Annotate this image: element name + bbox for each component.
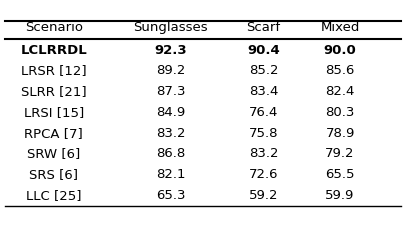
Text: 85.2: 85.2 <box>248 64 277 77</box>
Text: 59.9: 59.9 <box>324 188 354 201</box>
Text: Mixed: Mixed <box>320 21 359 34</box>
Text: LLC [25]: LLC [25] <box>26 188 81 201</box>
Text: 59.2: 59.2 <box>248 188 277 201</box>
Text: 65.5: 65.5 <box>324 167 354 180</box>
Text: 92.3: 92.3 <box>154 44 187 57</box>
Text: 79.2: 79.2 <box>324 147 354 160</box>
Text: 89.2: 89.2 <box>156 64 185 77</box>
Text: Scarf: Scarf <box>246 21 280 34</box>
Text: SRS [6]: SRS [6] <box>29 167 78 180</box>
Text: 84.9: 84.9 <box>156 105 185 118</box>
Text: RPCA [7]: RPCA [7] <box>24 126 83 139</box>
Text: 90.4: 90.4 <box>247 44 279 57</box>
Text: 83.2: 83.2 <box>156 126 185 139</box>
Text: SLRR [21]: SLRR [21] <box>21 85 86 98</box>
Text: 65.3: 65.3 <box>156 188 185 201</box>
Text: LRSR [12]: LRSR [12] <box>21 64 86 77</box>
Text: 80.3: 80.3 <box>324 105 354 118</box>
Text: 72.6: 72.6 <box>248 167 277 180</box>
Text: 83.2: 83.2 <box>248 147 277 160</box>
Text: 82.1: 82.1 <box>156 167 185 180</box>
Text: SRW [6]: SRW [6] <box>27 147 80 160</box>
Text: LRSI [15]: LRSI [15] <box>23 105 84 118</box>
Text: Scenario: Scenario <box>25 21 83 34</box>
Text: 78.9: 78.9 <box>324 126 354 139</box>
Text: 87.3: 87.3 <box>156 85 185 98</box>
Text: LCLRRDL: LCLRRDL <box>20 44 87 57</box>
Text: 82.4: 82.4 <box>324 85 354 98</box>
Text: 85.6: 85.6 <box>324 64 354 77</box>
Text: 75.8: 75.8 <box>248 126 277 139</box>
Text: 86.8: 86.8 <box>156 147 185 160</box>
Text: Sunglasses: Sunglasses <box>133 21 207 34</box>
Text: 76.4: 76.4 <box>248 105 277 118</box>
Text: 90.0: 90.0 <box>323 44 356 57</box>
Text: 83.4: 83.4 <box>248 85 277 98</box>
